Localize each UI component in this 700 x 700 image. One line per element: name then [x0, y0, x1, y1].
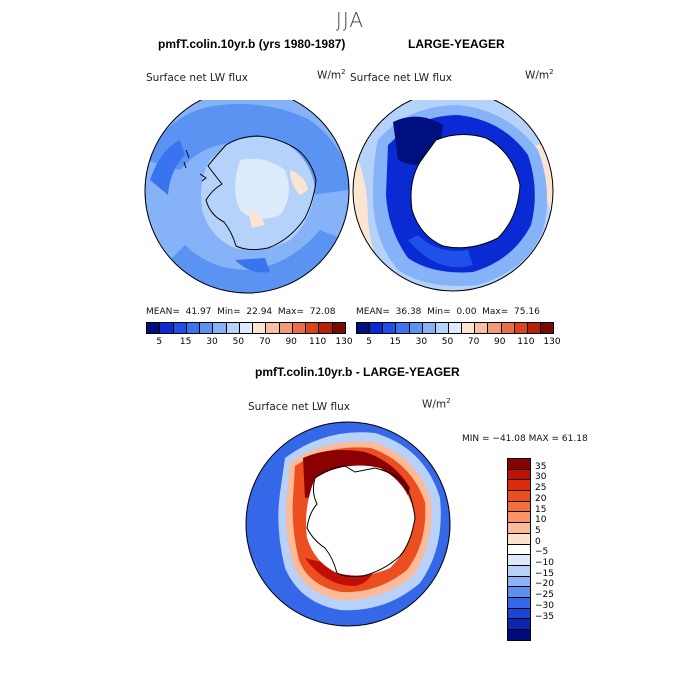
colorbar-swatch	[266, 323, 280, 333]
colorbar-swatch	[435, 323, 449, 333]
colorbar-tick-label: 0	[535, 536, 541, 547]
panel2-stats: MEAN= 36.38 Min= 0.00 Max= 75.16	[356, 307, 540, 317]
colorbar-swatch	[448, 323, 463, 333]
colorbar-swatch	[488, 323, 502, 333]
colorbar-swatch	[527, 323, 541, 333]
colorbar-tick-label: 20	[535, 493, 547, 504]
colorbar-tick-label: 90	[285, 337, 297, 347]
colorbar-tick-label: −5	[535, 547, 549, 558]
colorbar-tick-label: 25	[535, 483, 547, 494]
panel1-title: pmfT.colin.10yr.b (yrs 1980-1987)	[158, 37, 346, 51]
colorbar-swatch	[508, 597, 530, 609]
panel3-polar-map	[245, 421, 451, 627]
panel3-colorbar	[507, 458, 531, 641]
colorbar-tick-label: −35	[535, 611, 554, 622]
colorbar-swatch	[173, 323, 187, 333]
colorbar-tick-label: 30	[535, 472, 547, 483]
colorbar-swatch	[332, 323, 345, 333]
colorbar-swatch	[253, 323, 267, 333]
colorbar-tick-label: 130	[335, 337, 353, 347]
colorbar-swatch	[514, 323, 528, 333]
colorbar-tick-label: 70	[467, 337, 480, 347]
colorbar-swatch	[462, 323, 476, 333]
colorbar-swatch	[186, 323, 201, 333]
panel2-colorbar	[356, 322, 554, 334]
colorbar-swatch	[508, 533, 530, 545]
colorbar-swatch	[306, 323, 320, 333]
panel1-colorbar	[146, 322, 346, 334]
colorbar-swatch	[508, 608, 530, 620]
colorbar-swatch	[409, 323, 423, 333]
colorbar-tick-label: 130	[543, 337, 561, 347]
colorbar-swatch	[501, 323, 515, 333]
colorbar-tick-label: 110	[517, 337, 535, 347]
colorbar-swatch	[508, 565, 530, 577]
colorbar-swatch	[370, 323, 384, 333]
colorbar-tick-label: −15	[535, 568, 554, 579]
colorbar-swatch	[292, 323, 307, 333]
colorbar-tick-label: 70	[259, 337, 271, 347]
colorbar-swatch	[508, 469, 530, 481]
colorbar-tick-label: −20	[535, 579, 554, 590]
colorbar-tick-label: 50	[441, 337, 454, 347]
colorbar-swatch	[200, 323, 214, 333]
colorbar-swatch	[396, 323, 410, 333]
colorbar-tick-label: −10	[535, 558, 554, 568]
panel2-polar-map	[352, 100, 554, 292]
colorbar-tick-label: 5	[535, 525, 541, 536]
colorbar-swatch	[239, 323, 254, 333]
panel2-units: W/m2	[525, 68, 554, 82]
colorbar-swatch	[508, 544, 530, 556]
colorbar-swatch	[508, 491, 530, 502]
colorbar-swatch	[279, 323, 293, 333]
panel3-title: pmfT.colin.10yr.b - LARGE-YEAGER	[255, 365, 460, 379]
colorbar-swatch	[540, 323, 554, 333]
colorbar-tick-label: 5	[366, 337, 372, 347]
colorbar-swatch	[508, 459, 530, 470]
colorbar-swatch	[508, 501, 530, 513]
colorbar-tick-label: 10	[535, 515, 547, 526]
panel3-min-max: MIN = −41.08 MAX = 61.18	[462, 434, 588, 444]
colorbar-tick-label: 5	[156, 337, 163, 347]
colorbar-swatch	[508, 555, 530, 566]
colorbar-swatch	[213, 323, 227, 333]
colorbar-tick-label: −25	[535, 590, 554, 601]
colorbar-swatch	[508, 630, 530, 640]
colorbar-swatch	[508, 523, 530, 534]
colorbar-swatch	[508, 480, 530, 492]
colorbar-tick-label: 35	[535, 461, 547, 472]
colorbar-tick-label: −30	[535, 600, 554, 611]
colorbar-swatch	[422, 323, 436, 333]
colorbar-swatch	[147, 323, 161, 333]
panel2-variable-label: Surface net LW flux	[350, 72, 452, 84]
colorbar-tick-label: 30	[415, 337, 428, 347]
colorbar-tick-label: 15	[389, 337, 401, 347]
colorbar-tick-label: 15	[179, 337, 192, 347]
colorbar-swatch	[508, 587, 530, 598]
colorbar-tick-label: 15	[535, 504, 547, 515]
panel1-polar-map	[144, 100, 350, 294]
panel2-title: LARGE-YEAGER	[408, 37, 505, 51]
colorbar-swatch	[319, 323, 333, 333]
panel1-units: W/m2	[317, 68, 346, 82]
panel1-variable-label: Surface net LW flux	[146, 72, 248, 84]
season-title: JJA	[335, 8, 365, 32]
panel1-stats: MEAN= 41.97 Min= 22.94 Max= 72.08	[146, 307, 336, 317]
colorbar-swatch	[357, 323, 371, 333]
colorbar-tick-label: 50	[232, 337, 245, 347]
panel3-units: W/m2	[422, 397, 451, 411]
colorbar-tick-label: 90	[493, 337, 506, 347]
panel3-variable-label: Surface net LW flux	[248, 401, 350, 413]
colorbar-swatch	[508, 512, 530, 524]
colorbar-swatch	[226, 323, 240, 333]
colorbar-swatch	[160, 323, 174, 333]
colorbar-swatch	[475, 323, 489, 333]
colorbar-swatch	[508, 576, 530, 588]
colorbar-tick-label: 110	[309, 337, 327, 347]
colorbar-swatch	[383, 323, 397, 333]
colorbar-tick-label: 30	[206, 337, 218, 347]
colorbar-swatch	[508, 619, 530, 630]
